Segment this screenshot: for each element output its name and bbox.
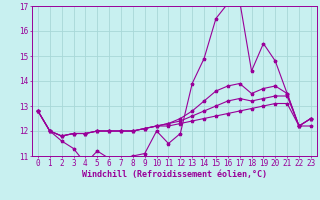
X-axis label: Windchill (Refroidissement éolien,°C): Windchill (Refroidissement éolien,°C) <box>82 170 267 179</box>
